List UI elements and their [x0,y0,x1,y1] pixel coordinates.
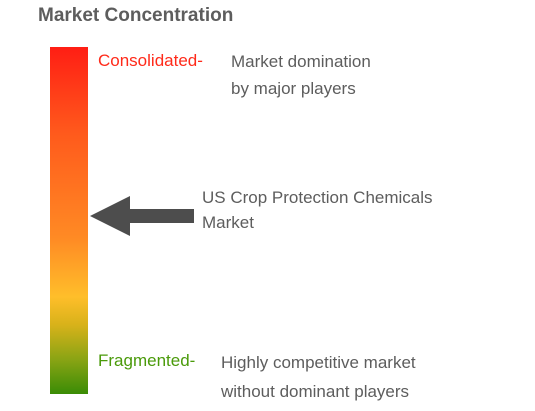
consolidated-label: Consolidated- [98,51,203,70]
fragmented-label: Fragmented- [98,351,196,370]
market-name-line-2: Market [202,213,254,232]
market-pointer-label: US Crop Protection Chemicals Market [202,185,433,235]
fragmented-description-line-2: without dominant players [221,382,410,401]
consolidated-description-line-1: Market domination [231,52,371,71]
concentration-gradient-bar [50,47,88,394]
fragmented-description-line-1: Highly competitive market [221,353,416,372]
market-name-line-1: US Crop Protection Chemicals [202,188,433,207]
page-title: Market Concentration [38,5,234,26]
fragmented-description: Highly competitive market without domina… [221,348,416,406]
consolidated-description: Market domination by major players [231,48,371,102]
consolidated-description-line-2: by major players [231,79,356,98]
left-arrow-icon [90,196,194,236]
